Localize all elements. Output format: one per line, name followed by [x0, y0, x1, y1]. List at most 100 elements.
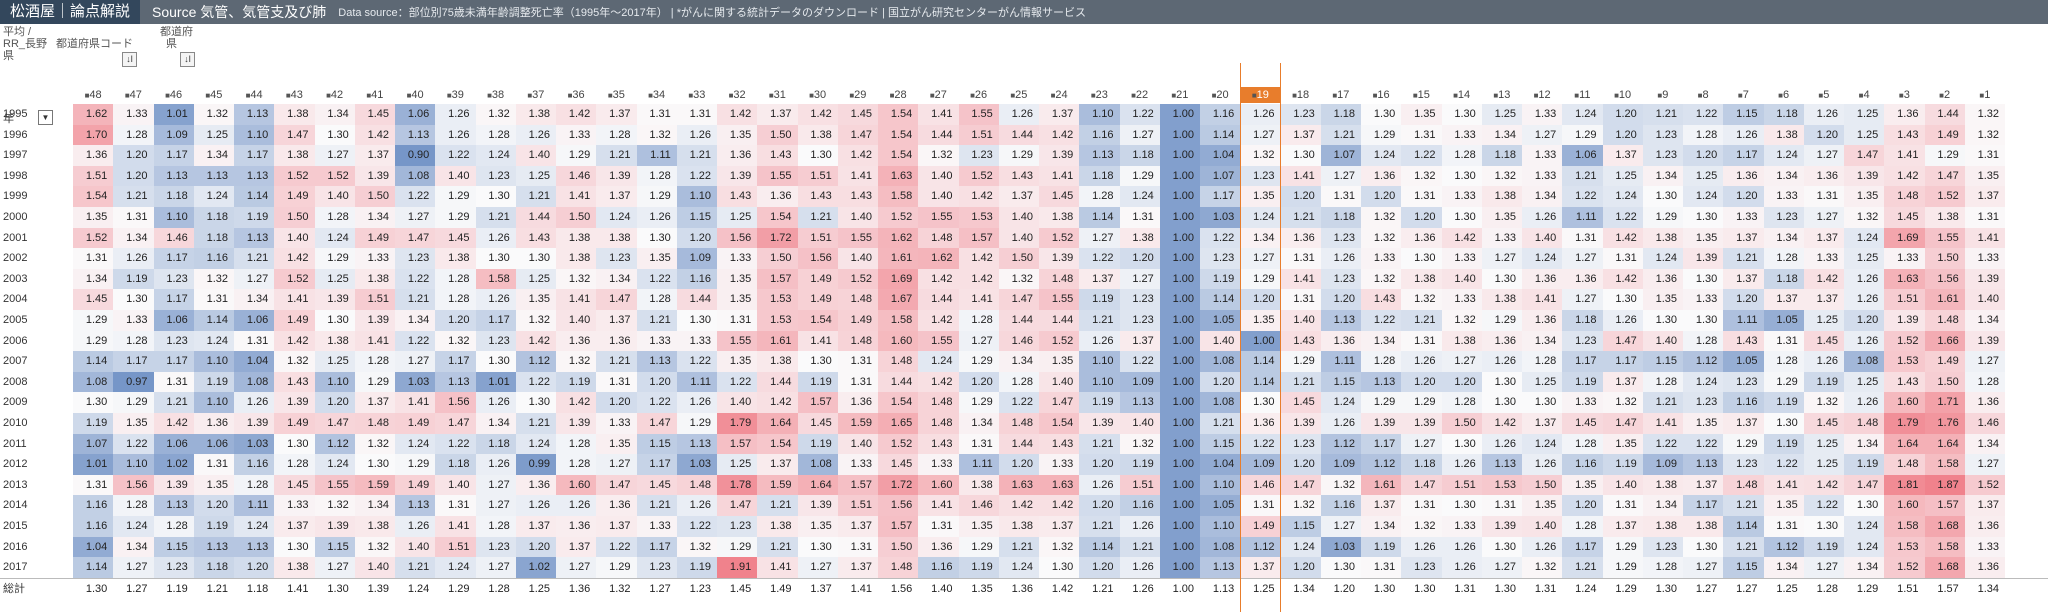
sort-icon[interactable]: ■	[688, 91, 694, 100]
year-label[interactable]: 2003	[3, 272, 28, 285]
heatmap-cell[interactable]: 1.36	[1964, 392, 2005, 413]
heatmap-cell[interactable]: 1.34	[395, 310, 436, 331]
heatmap-cell[interactable]: 1.48	[837, 330, 878, 352]
heatmap-cell[interactable]: 1.22	[1119, 104, 1160, 125]
heatmap-cell[interactable]: 1.23	[1119, 310, 1160, 331]
heatmap-cell[interactable]: 1.29	[1119, 165, 1160, 187]
sort-icon[interactable]: ■	[1939, 91, 1944, 100]
heatmap-cell[interactable]: 1.26	[1803, 351, 1844, 372]
heatmap-cell[interactable]: 1.58	[475, 268, 516, 290]
heatmap-cell[interactable]: 1.41	[837, 165, 878, 187]
heatmap-cell[interactable]: 1.52	[1924, 186, 1965, 207]
heatmap-cell[interactable]: 1.47	[1844, 474, 1885, 496]
heatmap-cell[interactable]: 1.20	[314, 392, 355, 413]
heatmap-cell[interactable]: 1.05	[1200, 495, 1241, 516]
heatmap-cell[interactable]: 1.33	[596, 413, 637, 434]
heatmap-cell[interactable]: 1.22	[1200, 227, 1241, 249]
heatmap-cell[interactable]: 1.49	[1924, 124, 1965, 146]
heatmap-cell[interactable]: 0.97	[113, 371, 154, 393]
sort-icon[interactable]: ■	[1372, 91, 1378, 100]
heatmap-cell[interactable]: 1.28	[998, 371, 1039, 393]
heatmap-cell[interactable]: 1.12	[1240, 536, 1281, 558]
heatmap-cell[interactable]: 1.37	[1723, 227, 1764, 249]
heatmap-cell[interactable]: 1.19	[234, 207, 275, 228]
heatmap-cell[interactable]: 1.20	[1200, 371, 1241, 393]
heatmap-cell[interactable]: 1.41	[958, 289, 999, 310]
heatmap-cell[interactable]: 1.21	[234, 248, 275, 269]
heatmap-cell[interactable]: 1.37	[837, 516, 878, 537]
heatmap-cell[interactable]: 1.34	[1763, 227, 1804, 249]
heatmap-cell[interactable]: 1.28	[1964, 371, 2005, 393]
heatmap-cell[interactable]: 1.62	[918, 248, 959, 269]
heatmap-cell[interactable]: 1.27	[113, 578, 154, 600]
heatmap-cell[interactable]: 1.53	[757, 310, 798, 331]
heatmap-cell[interactable]: 1.29	[556, 145, 597, 166]
pref-code-header[interactable]: ■12	[1522, 87, 1562, 103]
heatmap-cell[interactable]: 1.55	[717, 330, 758, 352]
heatmap-cell[interactable]: 1.27	[475, 474, 516, 496]
heatmap-cell[interactable]: 1.37	[1964, 495, 2005, 516]
heatmap-cell[interactable]: 1.00	[1159, 227, 1200, 249]
heatmap-cell[interactable]: 1.56	[878, 495, 919, 516]
heatmap-cell[interactable]: 1.68	[1924, 516, 1965, 537]
heatmap-cell[interactable]: 1.55	[918, 207, 959, 228]
heatmap-cell[interactable]: 1.31	[1763, 516, 1804, 537]
heatmap-cell[interactable]: 1.30	[1240, 392, 1281, 413]
heatmap-cell[interactable]: 1.29	[113, 392, 154, 413]
heatmap-cell[interactable]: 1.18	[193, 227, 234, 249]
heatmap-cell[interactable]: 1.43	[274, 371, 315, 393]
heatmap-cell[interactable]: 1.41	[1039, 165, 1080, 187]
heatmap-cell[interactable]: 1.35	[1683, 227, 1724, 249]
heatmap-cell[interactable]: 1.22	[1361, 310, 1402, 331]
heatmap-cell[interactable]: 1.26	[515, 495, 556, 516]
heatmap-cell[interactable]: 1.37	[515, 516, 556, 537]
heatmap-cell[interactable]: 1.24	[1522, 433, 1563, 455]
heatmap-cell[interactable]: 1.25	[1683, 165, 1724, 187]
sort-icon[interactable]: ■	[366, 91, 372, 100]
sort-icon[interactable]: ■	[849, 91, 855, 100]
heatmap-cell[interactable]: 1.54	[878, 124, 919, 146]
heatmap-cell[interactable]: 1.34	[354, 207, 395, 228]
heatmap-cell[interactable]: 1.47	[1401, 474, 1442, 496]
heatmap-cell[interactable]: 1.35	[596, 433, 637, 455]
heatmap-cell[interactable]: 1.10	[113, 454, 154, 475]
heatmap-cell[interactable]: 1.47	[596, 289, 637, 310]
heatmap-cell[interactable]: 1.37	[1683, 474, 1724, 496]
heatmap-cell[interactable]: 1.29	[1401, 392, 1442, 413]
heatmap-cell[interactable]: 1.26	[1481, 351, 1522, 372]
heatmap-cell[interactable]: 1.33	[918, 454, 959, 475]
heatmap-cell[interactable]: 1.26	[1844, 330, 1885, 352]
heatmap-cell[interactable]: 1.22	[676, 351, 717, 372]
heatmap-cell[interactable]: 1.35	[1562, 474, 1603, 496]
sort-icon[interactable]: ■	[1979, 91, 1985, 100]
heatmap-cell[interactable]: 1.55	[757, 165, 798, 187]
heatmap-cell[interactable]: 1.27	[1964, 454, 2005, 475]
heatmap-cell[interactable]: 1.33	[1562, 392, 1603, 413]
heatmap-cell[interactable]: 1.38	[1683, 516, 1724, 537]
heatmap-cell[interactable]: 1.12	[1683, 351, 1724, 372]
heatmap-cell[interactable]: 1.37	[1602, 145, 1643, 166]
heatmap-cell[interactable]: 1.38	[1401, 268, 1442, 290]
heatmap-cell[interactable]: 1.51	[435, 536, 476, 558]
heatmap-cell[interactable]: 1.48	[1884, 186, 1925, 207]
heatmap-cell[interactable]: 1.44	[918, 124, 959, 146]
heatmap-cell[interactable]: 1.27	[958, 330, 999, 352]
heatmap-cell[interactable]: 1.17	[1562, 536, 1603, 558]
year-label[interactable]: 2007	[3, 355, 28, 368]
filter-dropdown-icon[interactable]: ▼	[38, 110, 53, 125]
heatmap-cell[interactable]: 1.42	[354, 124, 395, 146]
heatmap-cell[interactable]: 1.28	[1079, 186, 1120, 207]
heatmap-cell[interactable]: 1.21	[636, 310, 677, 331]
heatmap-cell[interactable]: 1.23	[596, 248, 637, 269]
pref-code-header[interactable]: ■20	[1200, 87, 1240, 103]
heatmap-cell[interactable]: 1.00	[1159, 557, 1200, 578]
heatmap-cell[interactable]: 1.42	[837, 145, 878, 166]
heatmap-cell[interactable]: 1.23	[1723, 454, 1764, 475]
heatmap-cell[interactable]: 1.15	[1200, 433, 1241, 455]
heatmap-cell[interactable]: 1.24	[1562, 578, 1603, 600]
heatmap-cell[interactable]: 1.50	[1522, 474, 1563, 496]
heatmap-cell[interactable]: 1.25	[1522, 371, 1563, 393]
heatmap-cell[interactable]: 1.12	[314, 433, 355, 455]
heatmap-cell[interactable]: 1.38	[435, 248, 476, 269]
heatmap-cell[interactable]: 1.19	[1803, 536, 1844, 558]
